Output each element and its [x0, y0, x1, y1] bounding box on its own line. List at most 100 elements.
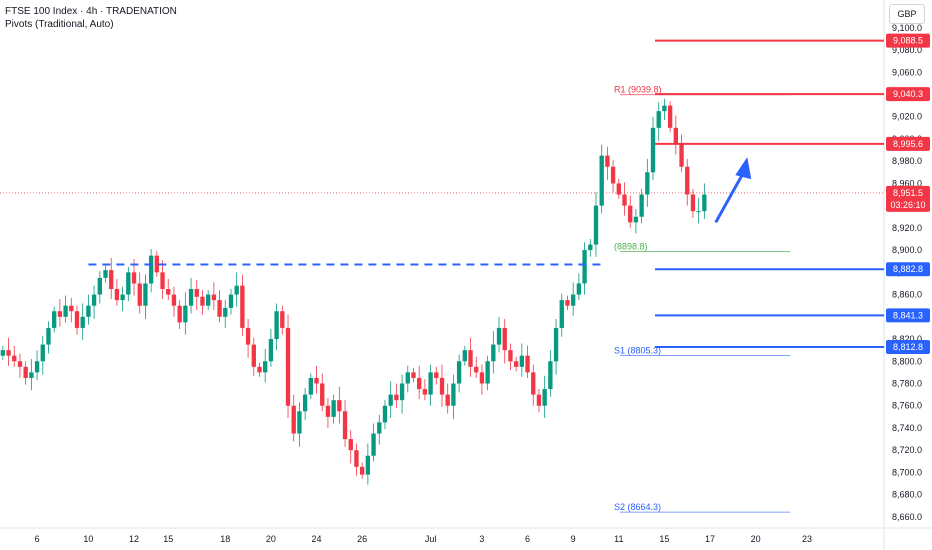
candle-body	[274, 311, 279, 340]
y-tick-label: 9,100.0	[892, 23, 922, 33]
x-tick-label: 3	[479, 534, 484, 544]
candle-body	[667, 105, 673, 128]
x-tick-label: 12	[129, 534, 139, 544]
candle-body	[434, 372, 439, 378]
candle-body	[559, 300, 564, 328]
candle-body	[496, 327, 502, 345]
x-tick-label: 17	[705, 534, 715, 544]
y-tick-label: 8,960.0	[892, 178, 922, 188]
candle-body	[114, 289, 120, 301]
y-tick-label: 8,780.0	[892, 378, 922, 388]
x-tick-label: 15	[163, 534, 173, 544]
candle-body	[622, 194, 627, 206]
candle-body	[399, 383, 405, 401]
candle-body	[97, 277, 102, 295]
candle-body	[474, 366, 479, 373]
candle-body	[160, 272, 165, 290]
current-price-label: 8,951.5	[893, 188, 923, 198]
candle-body	[302, 394, 308, 412]
candle-body	[297, 411, 302, 434]
y-tick-label: 8,660.0	[892, 512, 922, 522]
candle-body	[171, 294, 177, 306]
candle-body	[217, 300, 222, 317]
candle-body	[337, 400, 342, 412]
price-badge	[886, 308, 930, 323]
pivot-label: S1 (8805.3)	[614, 345, 661, 355]
y-tick-label: 9,060.0	[892, 67, 922, 77]
candle-body	[513, 361, 519, 367]
candle-body	[690, 194, 696, 212]
x-tick-label: 18	[220, 534, 230, 544]
candle-body	[194, 289, 199, 297]
candle-body	[0, 350, 6, 356]
y-tick-label: 8,740.0	[892, 423, 922, 433]
candle-body	[422, 389, 428, 395]
candle-body	[445, 394, 450, 406]
candle-body	[645, 172, 650, 195]
candle-body	[417, 377, 422, 390]
candle-body	[679, 144, 684, 167]
candle-body	[508, 350, 513, 362]
candle-body	[599, 155, 604, 206]
candle-body	[188, 289, 194, 306]
indicator-label[interactable]: Pivots (Traditional, Auto)	[5, 19, 114, 30]
candle-body	[69, 305, 74, 312]
x-tick-label: 6	[525, 534, 530, 544]
candle-body	[519, 355, 525, 367]
y-tick-label: 8,820.0	[892, 334, 922, 344]
candle-body	[12, 355, 17, 362]
y-tick-label: 8,900.0	[892, 245, 922, 255]
candle-body	[673, 127, 678, 145]
candle-body	[394, 394, 399, 401]
candle-body	[354, 450, 359, 467]
price-badge-label: 9,088.5	[893, 36, 923, 46]
candle-body	[451, 383, 456, 406]
candle-body	[245, 327, 251, 345]
price-badge-label: 8,812.8	[893, 342, 923, 352]
candle-body	[491, 344, 496, 362]
candle-body	[548, 361, 553, 390]
candle-body	[120, 294, 125, 301]
price-badge	[886, 340, 930, 355]
candle-body	[23, 366, 28, 378]
candle-body	[46, 327, 51, 345]
candle-body	[656, 111, 661, 128]
candle-body	[588, 244, 593, 251]
y-tick-label: 8,980.0	[892, 156, 922, 166]
price-badge-label: 8,882.8	[893, 264, 923, 274]
candle-body	[582, 250, 587, 284]
x-tick-label: 6	[35, 534, 40, 544]
candle-body	[91, 294, 97, 306]
price-badge	[886, 33, 930, 48]
candle-body	[240, 285, 245, 328]
candle-body	[223, 307, 228, 317]
candle-body	[342, 411, 348, 440]
candle-body	[183, 305, 188, 323]
candle-body	[126, 272, 131, 295]
candle-body	[571, 294, 576, 306]
candle-body	[593, 205, 599, 245]
pivot-label: S2 (8664.3)	[614, 502, 661, 512]
candle-body	[211, 294, 217, 301]
candle-body	[371, 433, 376, 456]
candle-body	[531, 372, 536, 395]
candle-body	[359, 466, 365, 475]
candle-body	[103, 270, 108, 278]
x-tick-label: 24	[312, 534, 322, 544]
y-tick-label: 8,920.0	[892, 223, 922, 233]
candle-body	[468, 350, 473, 367]
candle-body	[251, 344, 256, 367]
y-tick-label: 8,720.0	[892, 445, 922, 455]
candle-body	[388, 394, 393, 406]
candle-body	[200, 296, 205, 306]
candle-body	[17, 361, 23, 367]
candle-body	[536, 394, 542, 406]
candle-body	[662, 105, 667, 112]
pivot-label: R1 (9039.8)	[614, 85, 662, 95]
currency-button[interactable]: GBP	[889, 4, 925, 24]
x-tick-label: Jul	[425, 534, 437, 544]
candle-body	[365, 455, 371, 475]
x-tick-label: 20	[266, 534, 276, 544]
candle-body	[257, 366, 262, 373]
